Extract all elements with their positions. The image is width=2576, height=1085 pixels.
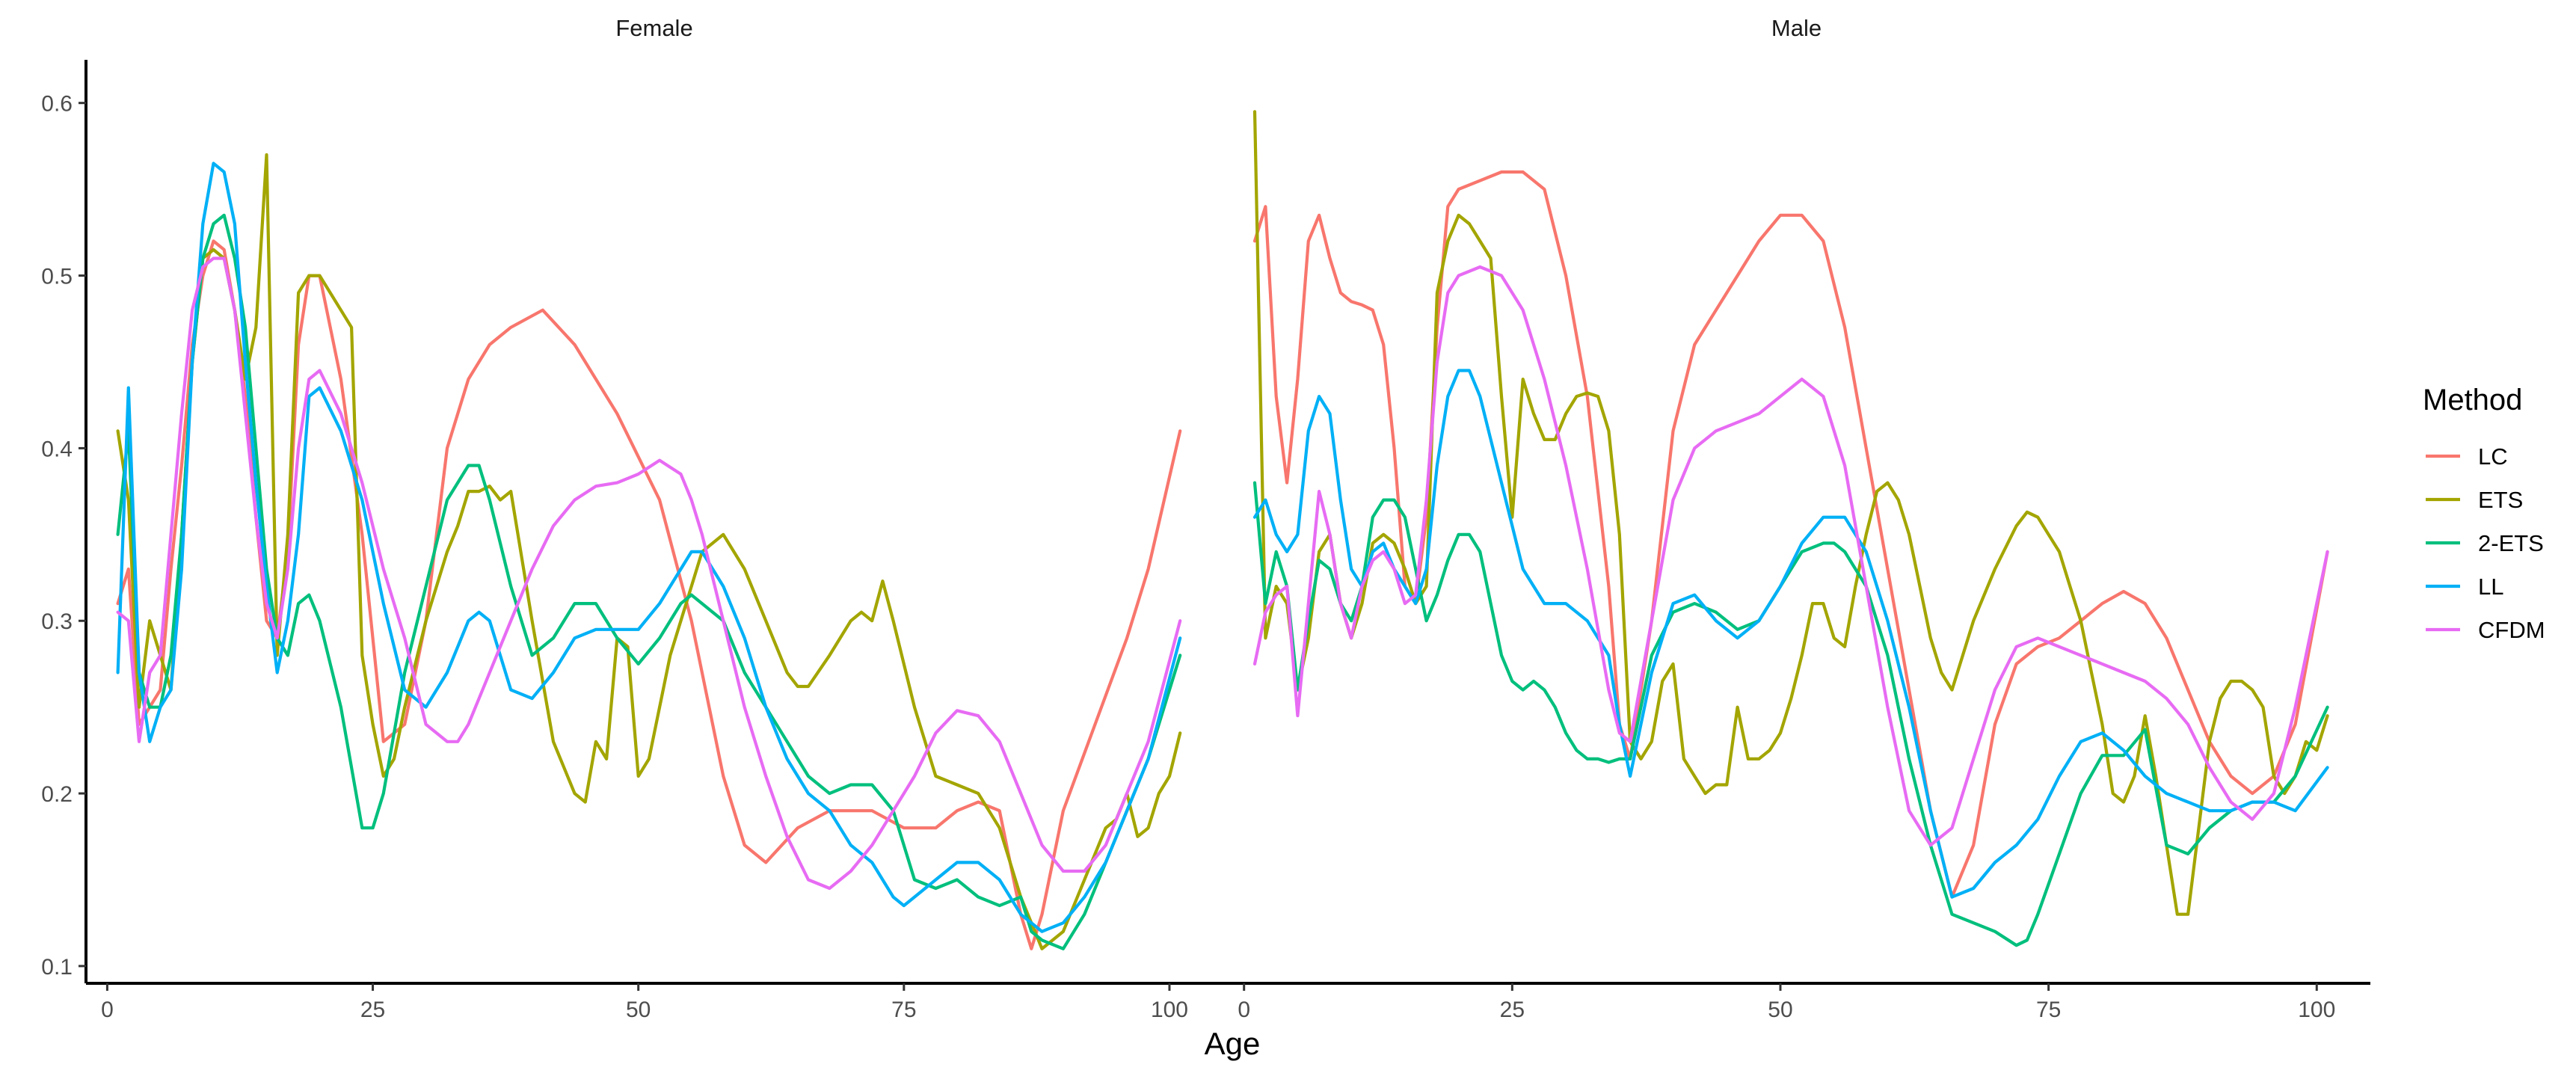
x-tick-label: 0: [1238, 998, 1250, 1022]
legend-item-cfdm: CFDM: [2426, 617, 2545, 643]
series-line-ets: [1252, 110, 2329, 916]
series-line-ll: [1252, 369, 2329, 899]
series-line-2-ets: [116, 213, 1182, 950]
series-line-ets: [116, 153, 1182, 950]
y-tick-label: 0.1: [41, 955, 73, 980]
y-tick-label: 0.2: [41, 782, 73, 807]
x-tick-label: 25: [360, 998, 385, 1022]
legend-item-lc: LC: [2426, 443, 2508, 470]
legend-title: Method: [2423, 384, 2522, 417]
strip-label: Female: [615, 15, 692, 41]
legend-item-ll: LL: [2426, 574, 2503, 600]
series-line-lc: [1252, 170, 2329, 899]
y-tick-label: 0.5: [41, 265, 73, 289]
y-tick-label: 0.4: [41, 437, 73, 461]
panel-female: Female 0.1 0.2 0.3 0.4 0.5 0.6 0 25 50 75 100: [41, 15, 1223, 1022]
series-line-ll: [116, 162, 1182, 933]
x-tick-label: 25: [1500, 998, 1525, 1022]
x-tick-label: 100: [2298, 998, 2335, 1022]
series-line-cfdm: [116, 256, 1182, 891]
x-tick-label: 100: [1151, 998, 1188, 1022]
x-tick-label: 50: [1768, 998, 1792, 1022]
legend: Method LC ETS 2-ETS LL CFDM: [2423, 384, 2545, 643]
series-group: [1252, 110, 2329, 947]
panel-male: Male 0 25 50 75 100: [1223, 15, 2370, 1022]
strip-label: Male: [1771, 15, 1822, 41]
series-group: [116, 153, 1182, 950]
legend-label: LL: [2478, 574, 2503, 600]
x-tick-label: 75: [2036, 998, 2061, 1022]
x-axis-title: Age: [1205, 1026, 1261, 1061]
legend-item-ets: ETS: [2426, 487, 2523, 513]
legend-item-2-ets: 2-ETS: [2426, 530, 2544, 556]
series-line-cfdm: [1252, 265, 2329, 847]
series-line-2-ets: [1252, 481, 2329, 947]
x-tick-label: 75: [891, 998, 916, 1022]
y-tick-label: 0.3: [41, 609, 73, 634]
legend-label: CFDM: [2478, 617, 2545, 643]
x-tick-label: 50: [626, 998, 651, 1022]
x-tick-label: 0: [101, 998, 114, 1022]
legend-label: 2-ETS: [2478, 530, 2544, 556]
panels-layer: Female 0.1 0.2 0.3 0.4 0.5 0.6 0 25 50 75 100 Male 0 2…: [41, 15, 2370, 1022]
legend-label: ETS: [2478, 487, 2523, 513]
y-tick-label: 0.6: [41, 92, 73, 117]
series-line-lc: [116, 239, 1182, 950]
legend-label: LC: [2478, 443, 2508, 470]
